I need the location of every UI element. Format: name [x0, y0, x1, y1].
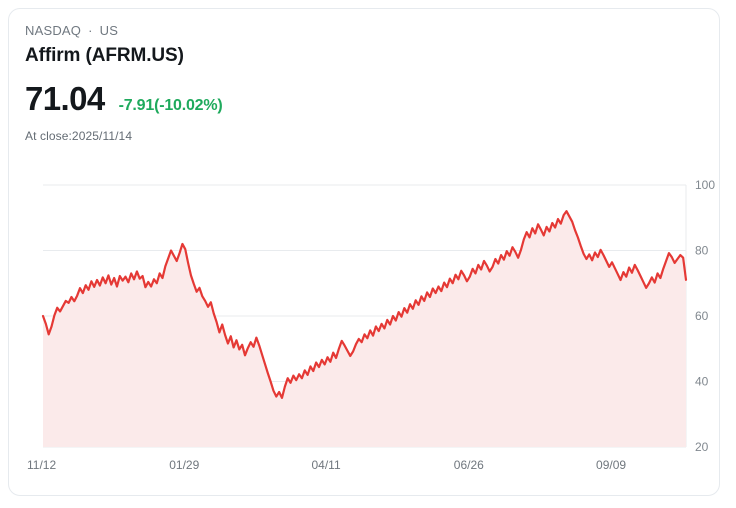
y-tick-label: 60 [695, 309, 709, 323]
area-fill [43, 211, 686, 447]
price-chart[interactable]: 100 80 60 40 20 11/12 01/29 04/11 06/26 09/09 [9, 169, 719, 479]
region-label: US [99, 22, 119, 38]
price-line-path [41, 210, 688, 399]
exchange-row: NASDAQ · US [25, 21, 703, 39]
price-row: 71.04 -7.91(-10.02%) [25, 81, 703, 117]
price-line [41, 210, 688, 399]
exchange-name: NASDAQ [25, 22, 82, 38]
y-tick-label: 40 [695, 375, 709, 389]
x-tick-label: 06/26 [454, 458, 484, 472]
separator-dot-icon: · [88, 22, 93, 38]
y-axis-labels: 100 80 60 40 20 [695, 178, 715, 454]
x-tick-label: 09/09 [596, 458, 626, 472]
last-price: 71.04 [25, 80, 105, 117]
price-chart-svg[interactable]: 100 80 60 40 20 11/12 01/29 04/11 06/26 09/09 [9, 169, 719, 479]
x-axis-labels: 11/12 01/29 04/11 06/26 09/09 [27, 458, 626, 472]
page-title: Affirm (AFRM.US) [25, 45, 184, 66]
y-tick-label: 100 [695, 178, 715, 192]
x-tick-label: 04/11 [312, 458, 341, 472]
stock-quote-card: NASDAQ · US Affirm (AFRM.US) 71.04 -7.91… [8, 8, 720, 496]
area-fill-path [43, 211, 686, 447]
x-tick-label: 01/29 [169, 458, 199, 472]
market-status: At close:2025/11/14 [25, 129, 133, 143]
quote-header: NASDAQ · US Affirm (AFRM.US) 71.04 -7.91… [25, 21, 703, 144]
y-tick-label: 80 [695, 244, 709, 258]
price-change: -7.91(-10.02%) [118, 97, 223, 114]
x-tick-label: 11/12 [27, 458, 56, 472]
y-tick-label: 20 [695, 440, 709, 454]
